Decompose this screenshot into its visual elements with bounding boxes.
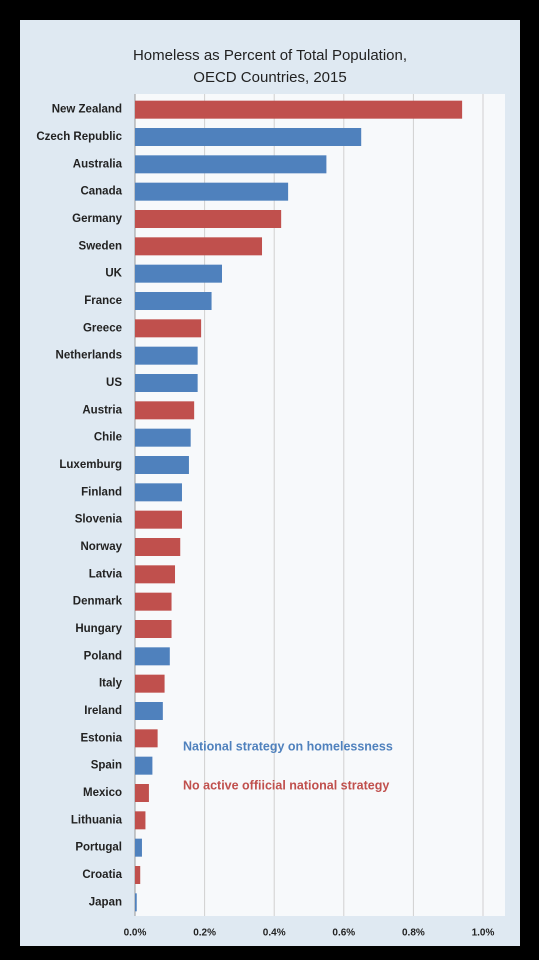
- x-tick-label: 0.6%: [332, 928, 355, 939]
- y-tick-label: Australia: [73, 158, 123, 170]
- bar: [135, 182, 289, 201]
- bar: [135, 210, 282, 228]
- legend-entry: No active offiicial national strategy: [183, 778, 389, 792]
- y-tick-label: UK: [105, 268, 122, 280]
- bar: [135, 346, 198, 365]
- bar: [135, 838, 142, 857]
- bar: [135, 784, 149, 802]
- y-tick-label: Lithuania: [71, 814, 123, 826]
- bar: [135, 811, 146, 830]
- bar: [135, 319, 202, 338]
- bar: [135, 510, 182, 529]
- y-tick-label: Hungary: [75, 623, 122, 635]
- y-tick-label: Japan: [89, 896, 122, 908]
- y-tick-label: Germany: [72, 213, 122, 225]
- bar: [135, 237, 263, 256]
- bar: [135, 128, 362, 146]
- bar: [135, 866, 141, 884]
- bar: [135, 647, 170, 666]
- bar: [135, 592, 172, 611]
- bar: [135, 374, 198, 392]
- chart-subtitle: OECD Countries, 2015: [193, 69, 346, 86]
- bar: [135, 620, 172, 638]
- bar: [135, 756, 153, 775]
- y-tick-label: Slovenia: [75, 514, 123, 526]
- y-tick-label: Greece: [83, 322, 122, 334]
- bar: [135, 483, 182, 502]
- y-tick-label: France: [84, 295, 122, 307]
- y-tick-label: Netherlands: [56, 350, 122, 362]
- bar: [135, 674, 165, 693]
- legend-entry: National strategy on homelessness: [183, 739, 393, 753]
- plot-area: [135, 94, 505, 916]
- y-tick-label: Canada: [80, 186, 122, 198]
- y-tick-label: Chile: [94, 432, 122, 444]
- bar: [135, 456, 189, 474]
- y-tick-label: Czech Republic: [36, 131, 122, 143]
- y-tick-label: New Zealand: [52, 104, 122, 116]
- bar: [135, 428, 191, 447]
- bar: [135, 401, 195, 420]
- x-tick-label: 0.8%: [402, 928, 425, 939]
- y-tick-label: Norway: [80, 541, 122, 553]
- bar: [135, 702, 163, 720]
- y-tick-label: Finland: [81, 486, 122, 498]
- x-tick-label: 0.4%: [263, 928, 286, 939]
- x-tick-label: 0.0%: [124, 928, 147, 939]
- bar: [135, 155, 327, 174]
- labels: 0.0% 0.2% 0.4% 0.6% 0.8% 1.0% New Zealand Czech…: [36, 104, 494, 939]
- bar: [135, 264, 222, 283]
- bar: [135, 893, 137, 912]
- y-tick-label: Portugal: [75, 842, 122, 854]
- y-tick-label: Denmark: [73, 596, 123, 608]
- bar: [135, 100, 463, 119]
- chart-title: Homeless as Percent of Total Population,: [133, 47, 407, 64]
- grid: [134, 94, 484, 916]
- y-tick-label: Croatia: [82, 869, 122, 881]
- y-tick-label: Mexico: [83, 787, 122, 799]
- bar: [135, 292, 212, 310]
- x-tick-label: 0.2%: [193, 928, 216, 939]
- y-tick-label: Sweden: [79, 240, 122, 252]
- bar: [135, 538, 181, 556]
- bar: [135, 565, 176, 584]
- y-tick-label: US: [106, 377, 122, 389]
- y-tick-label: Austria: [82, 404, 122, 416]
- y-tick-label: Italy: [99, 678, 123, 690]
- x-tick-label: 1.0%: [472, 928, 495, 939]
- y-tick-label: Latvia: [89, 568, 123, 580]
- y-tick-label: Luxemburg: [59, 459, 122, 471]
- y-tick-label: Ireland: [84, 705, 122, 717]
- bars: [135, 100, 463, 912]
- y-tick-label: Spain: [91, 760, 122, 772]
- y-tick-label: Poland: [84, 650, 122, 662]
- y-tick-label: Estonia: [80, 732, 122, 744]
- bar: [135, 729, 158, 748]
